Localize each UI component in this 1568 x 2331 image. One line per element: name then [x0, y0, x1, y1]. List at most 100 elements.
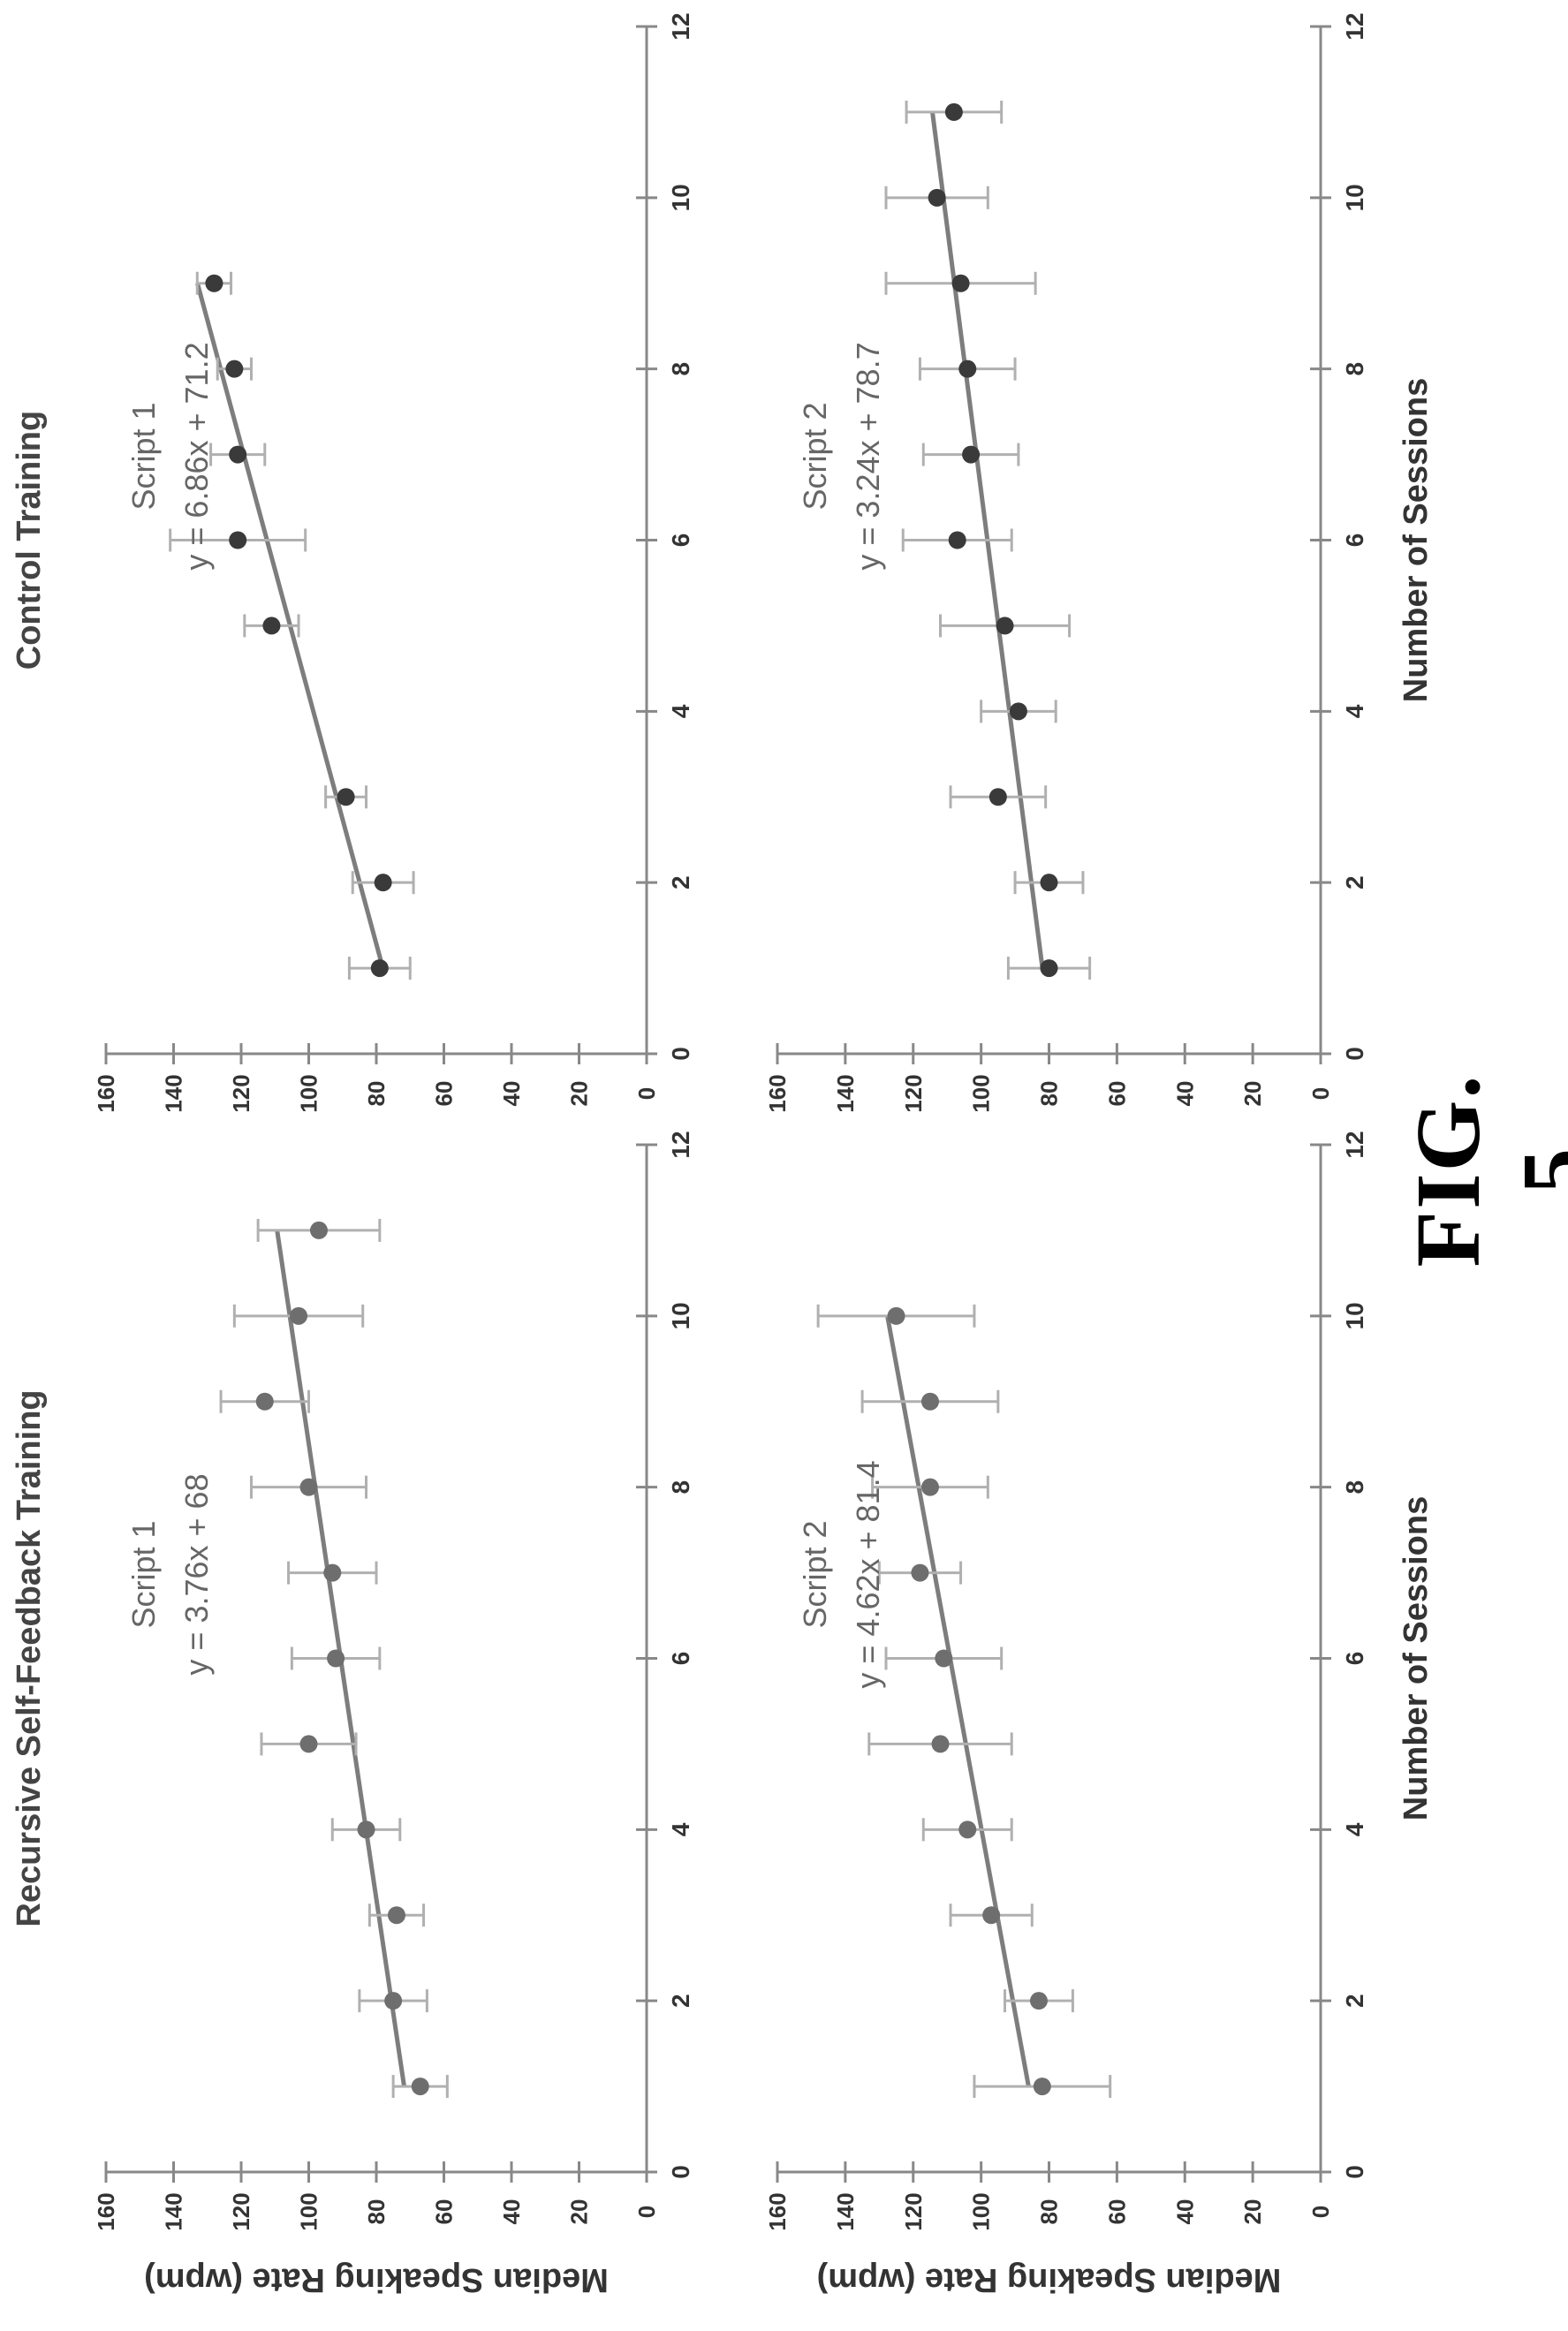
x-tick-label: 2 — [667, 875, 694, 889]
data-point — [1029, 1992, 1048, 2010]
data-point — [951, 274, 970, 292]
data-point — [229, 445, 247, 464]
y-tick-label: 60 — [431, 1081, 458, 1107]
chart-subtitle: Script 1 — [125, 402, 162, 510]
y-tick-label: 80 — [1036, 1081, 1063, 1107]
x-tick-label: 4 — [667, 1822, 694, 1836]
data-point — [387, 1906, 405, 1925]
y-tick-label: 20 — [566, 2199, 593, 2225]
data-point — [290, 1306, 308, 1325]
y-tick-label: 80 — [363, 2199, 390, 2225]
x-tick-label: 8 — [667, 1480, 694, 1495]
x-tick-label: 6 — [667, 1652, 694, 1666]
y-tick-label: 140 — [832, 2192, 859, 2230]
y-tick-label: 20 — [1239, 2199, 1266, 2225]
data-point — [982, 1906, 1001, 1925]
y-tick-label: 120 — [900, 1074, 927, 1112]
data-point — [337, 788, 355, 806]
x-tick-label: 0 — [667, 2165, 694, 2179]
y-tick-label: 20 — [566, 1081, 593, 1107]
y-tick-label: 100 — [296, 2192, 322, 2230]
y-tick-label: 120 — [900, 2192, 927, 2230]
x-tick-label: 6 — [1341, 534, 1368, 548]
chart-panel: 0 20 40 60 80 100 120 140 160 0 2 4 6 8 10 12 Script 2 y … — [764, 1131, 1435, 2298]
chart-title: Control Training — [11, 411, 48, 670]
data-point — [357, 1820, 375, 1839]
x-tick-label: 10 — [1341, 184, 1368, 211]
data-point — [299, 1735, 318, 1753]
data-point — [911, 1563, 929, 1582]
y-tick-label: 120 — [228, 2192, 254, 2230]
data-point — [384, 1992, 403, 2010]
data-point — [255, 1392, 274, 1411]
y-tick-label: 0 — [1307, 1087, 1334, 1100]
y-tick-label: 0 — [633, 1087, 660, 1100]
chart-equation: y = 3.76x + 68 — [178, 1473, 215, 1675]
x-tick-label: 12 — [1341, 1131, 1368, 1158]
data-point — [928, 188, 946, 207]
x-axis-label: Number of Sessions — [1398, 378, 1435, 702]
x-tick-label: 2 — [1341, 875, 1368, 889]
chart-equation: y = 6.86x + 71.2 — [178, 342, 215, 570]
data-point — [374, 874, 392, 892]
data-point — [920, 1392, 939, 1411]
data-point — [327, 1649, 345, 1668]
x-tick-label: 0 — [667, 1047, 694, 1061]
y-tick-label: 80 — [1036, 2199, 1063, 2225]
x-tick-label: 8 — [1341, 1480, 1368, 1495]
y-tick-label: 60 — [1103, 1081, 1130, 1107]
data-point — [958, 359, 977, 378]
data-point — [1040, 959, 1058, 978]
y-tick-label: 0 — [633, 2206, 660, 2218]
trendline — [885, 1315, 1031, 2087]
x-tick-label: 6 — [1341, 1652, 1368, 1666]
data-point — [944, 102, 963, 121]
x-tick-label: 6 — [667, 534, 694, 548]
data-point — [962, 445, 981, 464]
y-tick-label: 160 — [764, 2192, 791, 2230]
y-tick-label: 60 — [1103, 2199, 1130, 2225]
y-tick-label: 20 — [1239, 1081, 1266, 1107]
chart-title: Recursive Self-Feedback Training — [11, 1389, 48, 1926]
chart-panel: 0 20 40 60 80 100 120 140 160 0 2 4 6 8 10 12 Recursive … — [11, 1131, 694, 2298]
y-tick-label: 40 — [1171, 1081, 1198, 1107]
x-tick-label: 12 — [667, 12, 694, 40]
y-axis-label: Median Speaking Rate (wpm) — [817, 2261, 1282, 2298]
chart-equation: y = 3.24x + 78.7 — [850, 342, 886, 570]
data-point — [262, 617, 281, 635]
x-tick-label: 0 — [1341, 2165, 1368, 2179]
x-tick-label: 8 — [1341, 362, 1368, 376]
chart-panel: 0 20 40 60 80 100 120 140 160 0 2 4 6 8 10 12 Script 2 y … — [764, 12, 1435, 1112]
y-tick-label: 100 — [968, 2192, 995, 2230]
y-tick-label: 60 — [431, 2199, 458, 2225]
figure-label-wrap: FIG. 5 — [1396, 1056, 1568, 1285]
y-tick-label: 40 — [498, 2199, 525, 2225]
x-tick-label: 12 — [667, 1131, 694, 1158]
x-tick-label: 4 — [1341, 704, 1368, 718]
data-point — [370, 959, 389, 978]
x-tick-label: 0 — [1341, 1047, 1368, 1061]
data-point — [958, 1820, 977, 1839]
data-point — [935, 1649, 953, 1668]
chart-equation: y = 4.62x + 81.4 — [850, 1460, 886, 1688]
data-point — [920, 1478, 939, 1496]
y-tick-label: 80 — [363, 1081, 390, 1107]
data-point — [299, 1478, 318, 1496]
x-axis-label: Number of Sessions — [1398, 1496, 1435, 1820]
y-tick-label: 160 — [764, 1074, 791, 1112]
data-point — [931, 1735, 950, 1753]
chart-subtitle: Script 1 — [125, 1520, 162, 1628]
y-tick-label: 40 — [498, 1081, 525, 1107]
chart-subtitle: Script 2 — [797, 1520, 833, 1628]
y-tick-label: 120 — [228, 1074, 254, 1112]
x-tick-label: 10 — [1341, 1302, 1368, 1329]
x-tick-label: 2 — [667, 1994, 694, 2008]
x-tick-label: 8 — [667, 362, 694, 376]
figure-label: FIG. 5 — [1398, 1073, 1568, 1268]
x-tick-label: 4 — [1341, 1822, 1368, 1836]
y-tick-label: 100 — [968, 1074, 995, 1112]
data-point — [1033, 2077, 1051, 2096]
x-tick-label: 10 — [667, 184, 694, 211]
data-point — [989, 788, 1007, 806]
